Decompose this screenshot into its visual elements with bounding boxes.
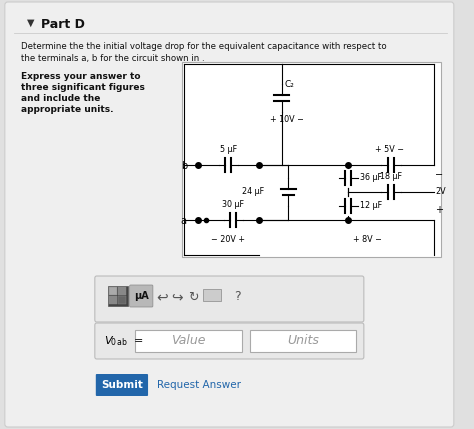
Text: μA: μA [134,291,149,301]
Text: ▼: ▼ [27,18,35,28]
Text: 24 μF: 24 μF [242,187,264,196]
Text: + 5V −: + 5V − [374,145,403,154]
Text: 30 μF: 30 μF [222,200,244,209]
FancyBboxPatch shape [130,285,153,307]
Text: 18 μF: 18 μF [380,172,402,181]
Text: 5 μF: 5 μF [220,145,237,154]
Text: the terminals a, b for the circuit shown in .: the terminals a, b for the circuit shown… [21,54,205,63]
Text: C₂: C₂ [284,80,294,89]
Text: Express your answer to: Express your answer to [21,72,141,81]
Text: b: b [181,161,187,171]
Text: $V_{\!0\,\mathrm{ab}}$  =: $V_{\!0\,\mathrm{ab}}$ = [103,334,143,348]
Text: appropriate units.: appropriate units. [21,105,114,114]
FancyBboxPatch shape [96,374,148,396]
Bar [109,287,117,295]
Bar [136,330,242,352]
Bar [250,330,356,352]
Text: ↻: ↻ [188,290,199,303]
Bar [203,289,220,301]
Text: ↪: ↪ [171,290,183,304]
Text: a: a [181,216,187,226]
Text: +: + [436,205,444,215]
Text: Value: Value [172,335,206,347]
Text: Units: Units [287,335,319,347]
Text: 12 μF: 12 μF [360,202,382,211]
Text: and include the: and include the [21,94,100,103]
Bar [182,62,441,257]
Bar [118,296,126,304]
Text: three significant figures: three significant figures [21,83,145,92]
Text: ?: ? [234,290,240,303]
FancyBboxPatch shape [5,2,454,427]
Text: 2V: 2V [436,187,446,196]
Bar [118,287,126,295]
Text: ↩: ↩ [157,290,168,304]
Bar [109,286,128,306]
Text: − 20V +: − 20V + [211,235,246,244]
Text: + 8V −: + 8V − [353,235,382,244]
Text: Determine the the initial voltage drop for the equivalent capacitance with respe: Determine the the initial voltage drop f… [21,42,387,51]
FancyBboxPatch shape [95,323,364,359]
Text: −: − [436,170,444,180]
Text: Part D: Part D [41,18,84,31]
Text: + 10V −: + 10V − [270,115,304,124]
Text: Request Answer: Request Answer [157,380,241,390]
FancyBboxPatch shape [95,276,364,322]
Bar [109,296,117,304]
Text: 36 μF: 36 μF [360,173,382,182]
Text: Submit: Submit [101,380,143,390]
